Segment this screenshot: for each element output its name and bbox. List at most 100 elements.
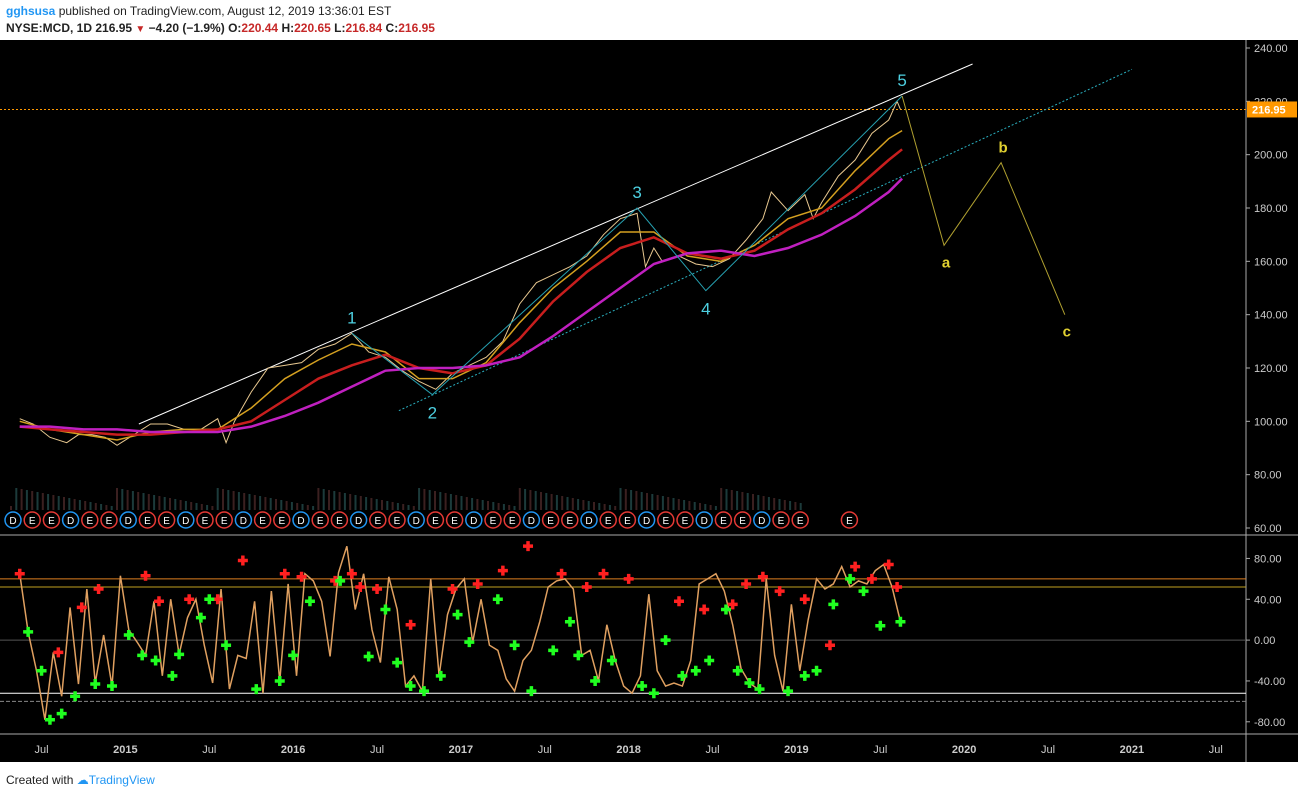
event-marker [215,511,233,529]
event-label: E [278,516,285,527]
last-price-label: 216.95 [1252,104,1286,116]
volume-bar [391,502,394,510]
volume-bar [513,506,516,510]
volume-bar [476,499,479,510]
volume-bar [566,497,569,510]
osc-signal-up-mark [346,568,357,579]
volume-bar [608,505,611,510]
volume-bar [444,493,447,510]
osc-signal-down-mark [564,616,575,627]
tradingview-logo-icon[interactable]: ☁ [76,773,89,787]
tradingview-brand[interactable]: TradingView [88,773,155,787]
volume-bar [799,503,802,510]
event-label: E [48,516,55,527]
osc-signal-down-mark [744,677,755,688]
event-label: E [624,516,631,527]
osc-signal-down-mark [509,640,520,651]
event-marker [840,511,859,529]
event-marker [273,511,291,529]
event-label: D [470,516,477,527]
volume-bar [418,488,421,510]
volume-bar [121,489,124,510]
event-marker [292,511,310,529]
x-tick-label: 2017 [449,744,473,756]
volume-bar [465,497,468,510]
volume-bar [614,506,617,510]
event-label: D [413,516,420,527]
event-marker [349,511,368,529]
volume-bar [253,495,256,510]
volume-bar [126,490,129,510]
volume-bar [31,491,34,510]
volume-bar [524,489,527,510]
volume-bar [502,504,505,510]
event-label: D [528,516,535,527]
osc-signal-up-mark [140,570,151,581]
osc-signal-up-mark [892,582,903,593]
volume-bar [222,489,224,510]
x-tick-label: Jul [370,744,384,756]
series-ema_mid [19,148,903,436]
y-tick-label: 140.00 [1254,310,1288,322]
osc-signal-down-mark [637,681,648,692]
volume-bar [640,492,643,510]
volume-bar [619,488,622,510]
oscillator-line [19,545,902,720]
event-label: D [125,516,132,527]
volume-bar [709,505,712,510]
series-price [19,100,901,446]
osc-signal-up-mark [497,565,508,576]
volume-bar [487,501,489,510]
volume-bar [41,493,44,510]
event-label: E [432,516,439,527]
event-marker [311,511,329,529]
chart-canvas[interactable]: 240.00220.00200.00180.00160.00140.00120.… [0,40,1298,762]
volume-bar [428,490,431,510]
x-tick-label: Jul [202,744,216,756]
open-value: 220.44 [241,21,279,35]
osc-signal-down-mark [783,686,794,697]
volume-bar [20,489,23,510]
volume-bar [84,501,87,510]
osc-signal-up-mark [472,578,483,589]
osc-signal-down-mark [548,645,559,656]
volume-bar [285,501,288,510]
event-marker [676,511,694,529]
volume-bar [306,505,309,510]
event-marker [330,511,349,529]
osc-signal-up-mark [355,582,366,593]
volume-bar [746,493,749,510]
event-label: E [547,516,554,527]
event-marker [503,511,521,529]
volume-bar [741,492,744,510]
volume-bar [163,497,166,510]
event-label: E [317,516,324,527]
event-marker [388,511,406,529]
publish-header: gghsusa published on TradingView.com, Au… [6,4,391,18]
osc-signal-up-mark [296,571,307,582]
chart-frame[interactable]: 240.00220.00200.00180.00160.00140.00120.… [0,40,1298,762]
event-marker [618,511,637,529]
wave-label: 2 [428,404,437,423]
x-tick-label: Jul [1041,744,1055,756]
osc-signal-down-mark [799,670,810,681]
osc-signal-down-mark [392,657,403,668]
osc-signal-down-mark [167,670,178,681]
volume-bar [290,502,293,510]
event-label: D [297,516,304,527]
event-label: E [846,516,853,527]
volume-bar [269,498,272,510]
volume-bar [783,500,786,510]
event-label: E [451,516,458,527]
volume-bar [672,498,675,510]
author-link[interactable]: gghsusa [6,4,56,18]
osc-signal-down-mark [304,596,315,607]
volume-bar [259,496,262,510]
x-tick-label: 2018 [616,744,640,756]
osc-signal-down-mark [690,665,701,676]
volume-bar [105,505,108,510]
volume-bar [402,504,405,510]
event-marker [791,511,809,529]
event-marker [81,511,99,529]
volume-bar [174,499,177,510]
